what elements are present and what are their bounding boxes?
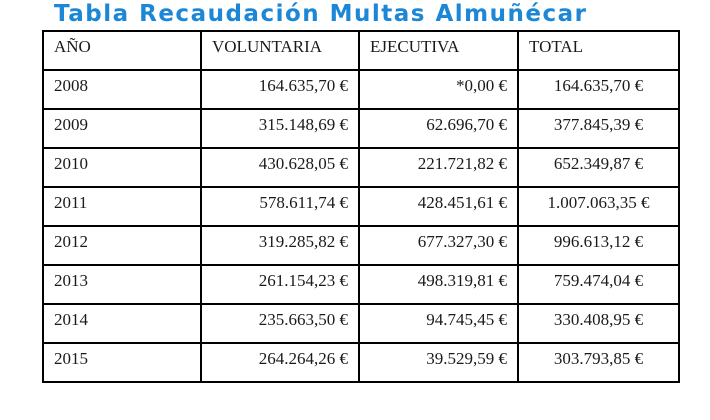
column-header-ano: AÑO	[42, 30, 202, 71]
cell-year: 2013	[42, 264, 202, 305]
cell-total: 759.474,04 €	[517, 264, 680, 305]
cell-voluntaria: 261.154,23 €	[200, 264, 360, 305]
column-header-total: TOTAL	[517, 30, 680, 71]
cell-ejecutiva: 498.319,81 €	[358, 264, 519, 305]
table-row: 2015 264.264,26 € 39.529,59 € 303.793,85…	[42, 342, 680, 383]
cell-ejecutiva: 94.745,45 €	[358, 303, 519, 344]
table-row: 2009 315.148,69 € 62.696,70 € 377.845,39…	[42, 108, 680, 149]
cell-year: 2009	[42, 108, 202, 149]
cell-total: 377.845,39 €	[517, 108, 680, 149]
cell-year: 2015	[42, 342, 202, 383]
cell-year: 2014	[42, 303, 202, 344]
table-row: 2011 578.611,74 € 428.451,61 € 1.007.063…	[42, 186, 680, 227]
cell-voluntaria: 264.264,26 €	[200, 342, 360, 383]
cell-total: 996.613,12 €	[517, 225, 680, 266]
cell-voluntaria: 578.611,74 €	[200, 186, 360, 227]
cell-total: 652.349,87 €	[517, 147, 680, 188]
cell-ejecutiva: 39.529,59 €	[358, 342, 519, 383]
page-title: Tabla Recaudación Multas Almuñécar	[54, 1, 588, 27]
cell-total: 1.007.063,35 €	[517, 186, 680, 227]
column-header-voluntaria: VOLUNTARIA	[200, 30, 360, 71]
cell-total: 164.635,70 €	[517, 69, 680, 110]
cell-ejecutiva: 428.451,61 €	[358, 186, 519, 227]
table-row: 2013 261.154,23 € 498.319,81 € 759.474,0…	[42, 264, 680, 305]
recaudacion-table: AÑO VOLUNTARIA EJECUTIVA TOTAL 2008 164.…	[42, 30, 680, 383]
cell-year: 2010	[42, 147, 202, 188]
cell-year: 2008	[42, 69, 202, 110]
table-header-row: AÑO VOLUNTARIA EJECUTIVA TOTAL	[42, 30, 680, 71]
cell-voluntaria: 315.148,69 €	[200, 108, 360, 149]
table-row: 2012 319.285,82 € 677.327,30 € 996.613,1…	[42, 225, 680, 266]
cell-voluntaria: 235.663,50 €	[200, 303, 360, 344]
cell-ejecutiva: 221.721,82 €	[358, 147, 519, 188]
cell-voluntaria: 319.285,82 €	[200, 225, 360, 266]
cell-voluntaria: 164.635,70 €	[200, 69, 360, 110]
table-row: 2010 430.628,05 € 221.721,82 € 652.349,8…	[42, 147, 680, 188]
table-row: 2008 164.635,70 € *0,00 € 164.635,70 €	[42, 69, 680, 110]
cell-voluntaria: 430.628,05 €	[200, 147, 360, 188]
cell-total: 303.793,85 €	[517, 342, 680, 383]
cell-year: 2011	[42, 186, 202, 227]
cell-year: 2012	[42, 225, 202, 266]
column-header-ejecutiva: EJECUTIVA	[358, 30, 519, 71]
cell-ejecutiva: 62.696,70 €	[358, 108, 519, 149]
cell-ejecutiva: 677.327,30 €	[358, 225, 519, 266]
table-row: 2014 235.663,50 € 94.745,45 € 330.408,95…	[42, 303, 680, 344]
cell-total: 330.408,95 €	[517, 303, 680, 344]
cell-ejecutiva: *0,00 €	[358, 69, 519, 110]
